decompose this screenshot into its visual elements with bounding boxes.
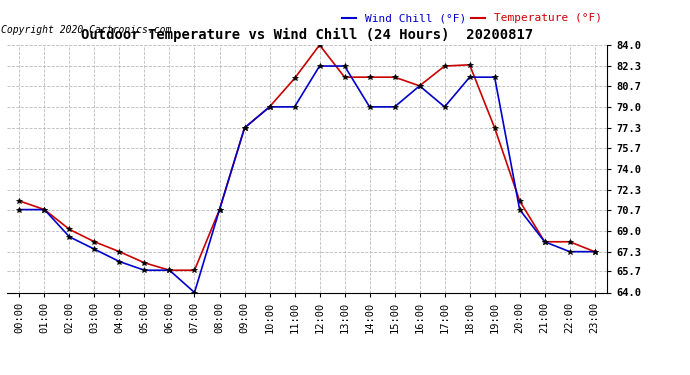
- Text: Copyright 2020 Cartronics.com: Copyright 2020 Cartronics.com: [1, 25, 171, 35]
- Legend: Wind Chill (°F), Temperature (°F): Wind Chill (°F), Temperature (°F): [342, 13, 602, 23]
- Title: Outdoor Temperature vs Wind Chill (24 Hours)  20200817: Outdoor Temperature vs Wind Chill (24 Ho…: [81, 28, 533, 42]
